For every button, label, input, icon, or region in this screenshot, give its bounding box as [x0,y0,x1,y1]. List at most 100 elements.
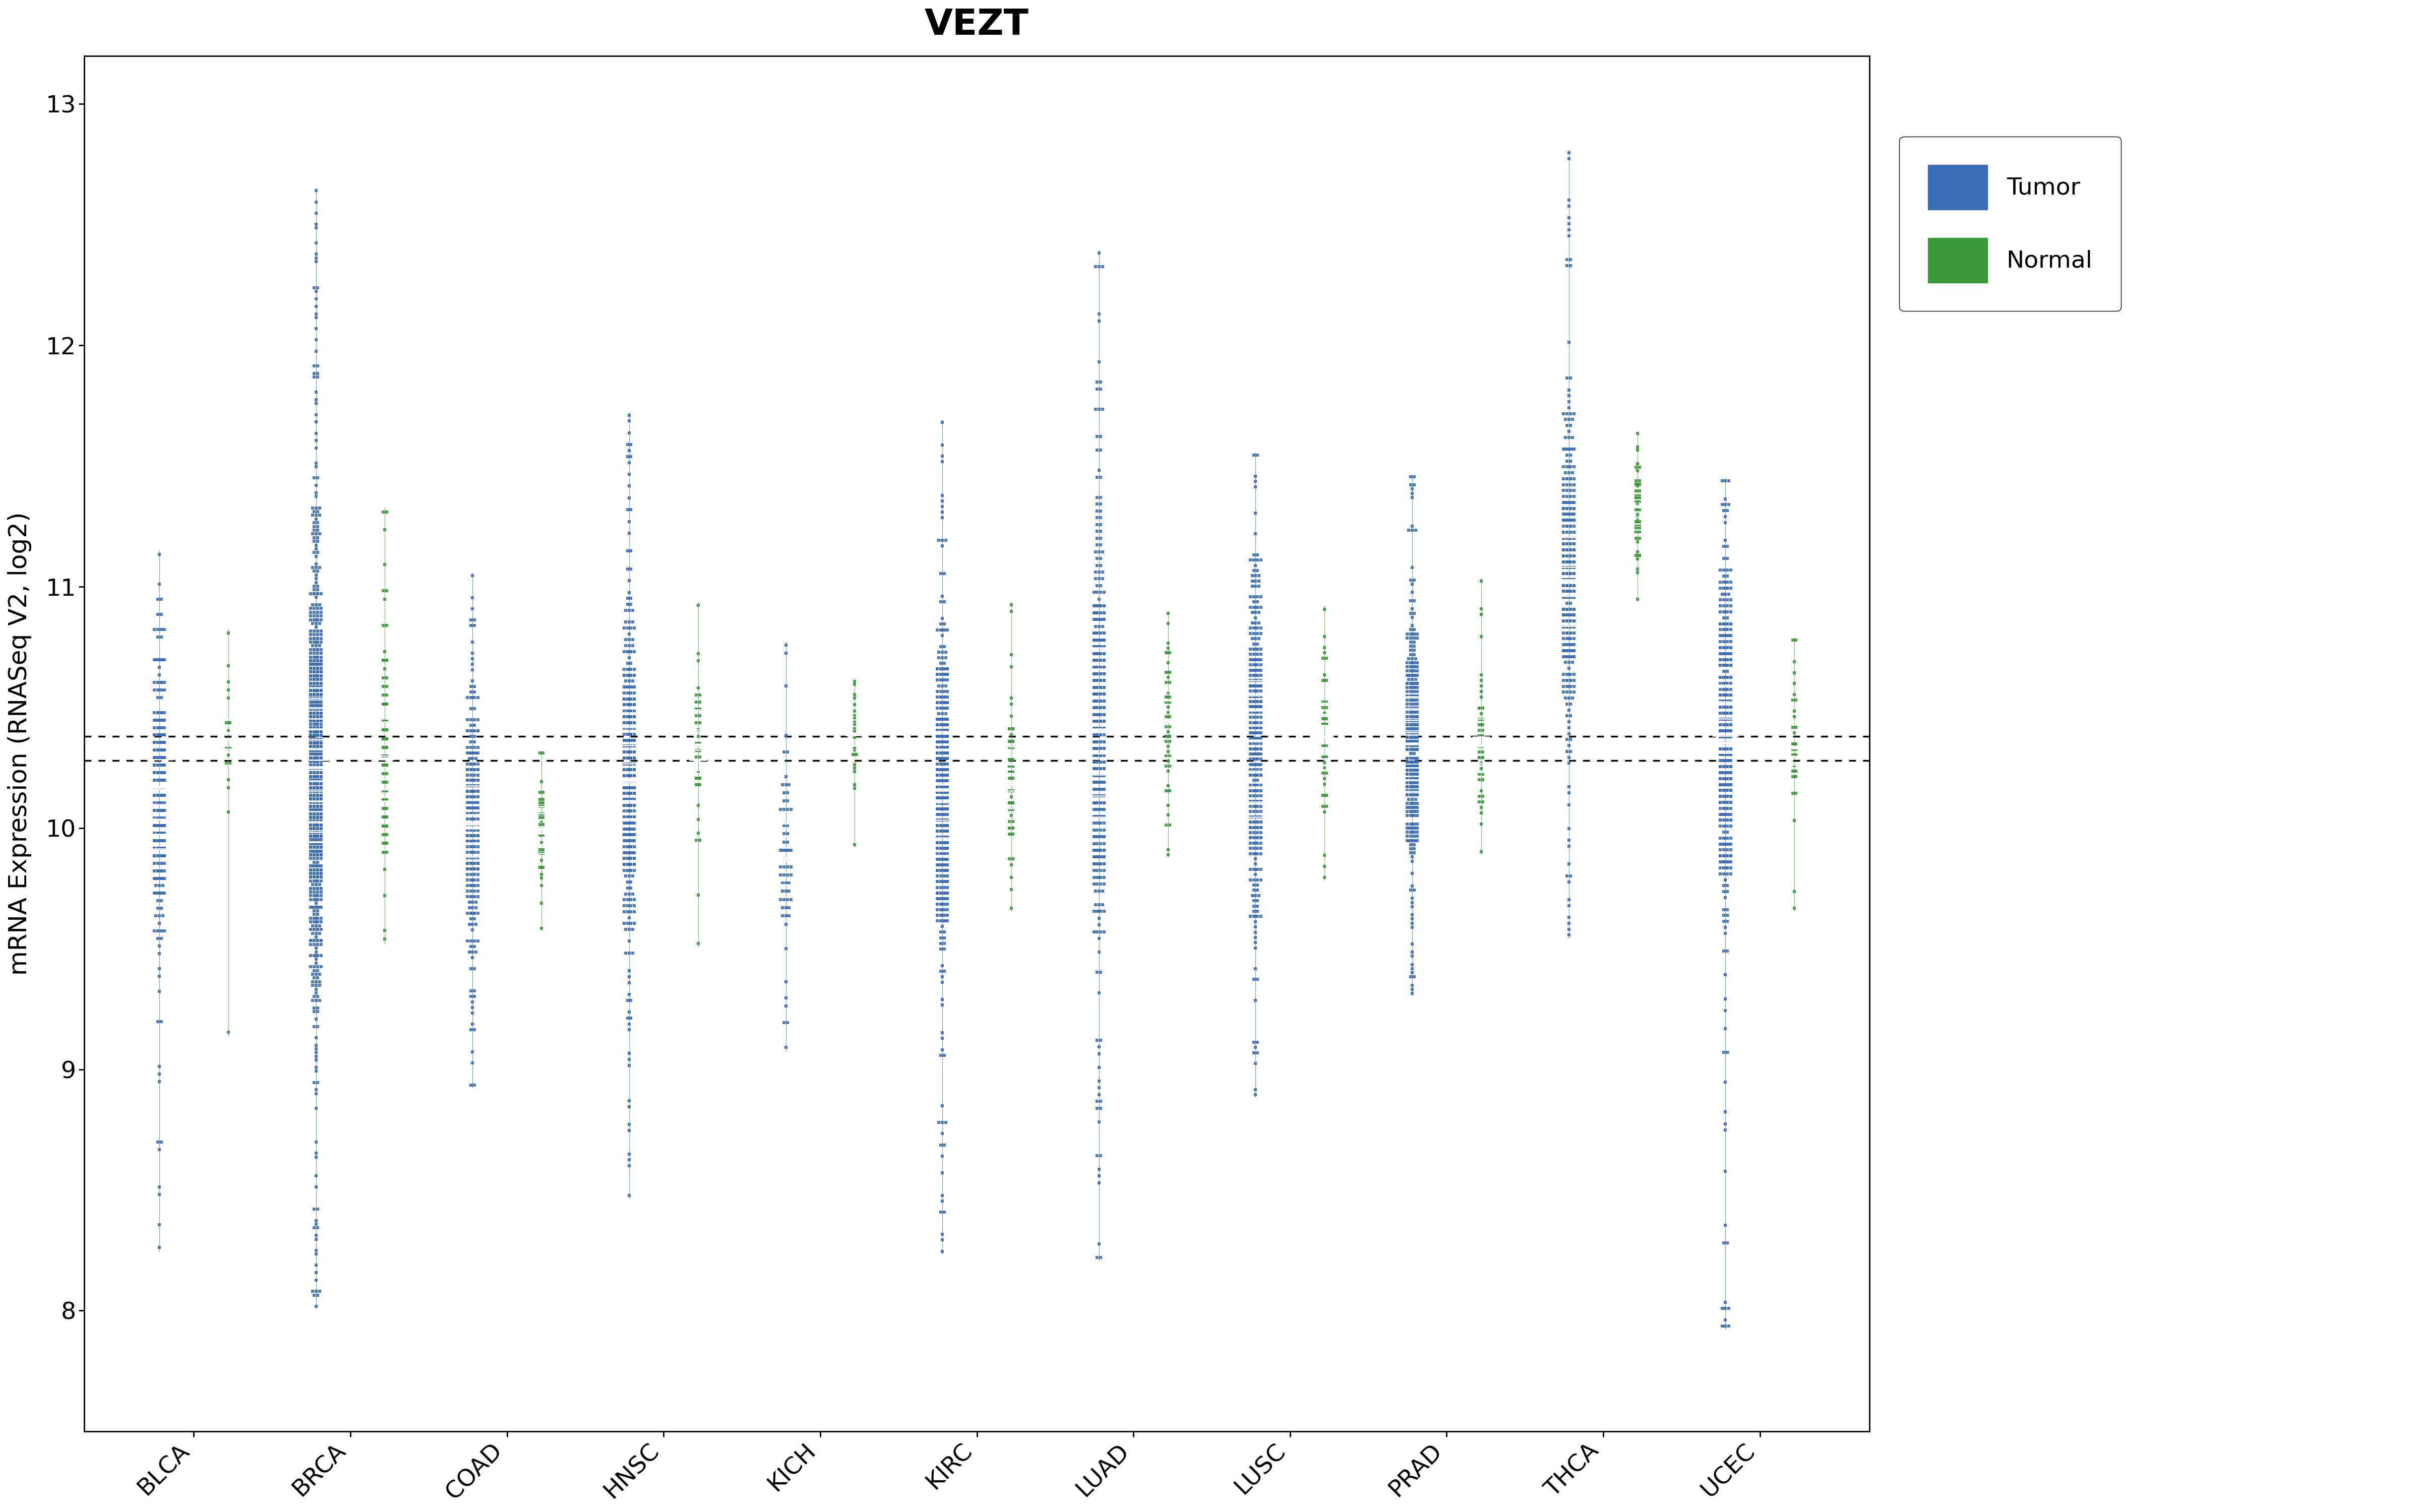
Point [302,877,341,901]
Point [448,812,486,836]
Point [1084,703,1123,727]
Point [448,868,486,892]
Point [929,780,968,804]
Point [607,989,646,1013]
Point [610,823,649,847]
Point [607,705,646,729]
Point [612,794,651,818]
Point [453,918,491,942]
Point [917,807,956,832]
Point [298,753,336,777]
Point [1709,665,1747,689]
Point [295,910,334,934]
Point [298,821,336,845]
Point [1549,187,1588,212]
Point [143,927,182,951]
Point [1074,783,1113,807]
Point [1232,764,1270,788]
Point [1234,826,1273,850]
Point [1544,579,1583,603]
Point [612,538,651,562]
Point [145,761,184,785]
Point [607,745,646,770]
Point [1709,570,1747,594]
Point [1711,718,1750,742]
Point [523,806,561,830]
Point [612,593,651,617]
Point [924,741,963,765]
Point [917,859,956,883]
Point [1544,455,1583,479]
Point [1396,816,1435,841]
Point [1387,692,1425,717]
Point [1399,733,1437,758]
Point [605,664,644,688]
Point [1554,526,1592,550]
Point [298,745,336,770]
Point [208,711,247,735]
Point [1709,641,1747,665]
Point [924,618,963,643]
Point [523,848,561,872]
Point [1150,641,1188,665]
Point [1554,402,1592,426]
Point [1084,627,1123,652]
Point [455,730,494,754]
Point [929,768,968,792]
Point [208,735,247,759]
Point [1239,747,1278,771]
Point [992,803,1031,827]
Point [929,807,968,832]
Point [138,813,177,838]
Point [1396,754,1435,779]
Point [1234,558,1273,582]
Point [1241,826,1280,850]
Point [302,827,341,851]
Point [1077,783,1116,807]
Point [290,801,329,826]
Point [363,735,402,759]
Point [1704,712,1742,736]
Point [1619,485,1658,510]
Point [605,823,644,847]
Point [605,739,644,764]
Point [295,682,334,706]
Point [302,720,341,744]
Point [1239,773,1278,797]
Point [1462,801,1500,826]
Point [448,835,486,859]
Point [363,735,402,759]
Point [1077,594,1116,618]
Point [929,618,968,643]
Point [1082,438,1120,463]
Point [1554,632,1592,656]
Point [1709,702,1747,726]
Point [300,611,339,635]
Point [1709,736,1747,761]
Point [1701,767,1740,791]
Point [1711,844,1750,868]
Point [455,812,494,836]
Point [917,797,956,821]
Point [615,658,653,682]
Point [1459,745,1498,770]
Point [143,723,182,747]
Point [610,473,649,497]
Point [924,724,963,748]
Point [615,804,653,829]
Point [1704,748,1742,773]
Point [298,898,336,922]
Point [300,674,339,699]
Point [917,662,956,686]
Point [1394,721,1433,745]
Point [1394,696,1433,720]
Point [612,758,651,782]
Point [1711,767,1750,791]
Point [1074,682,1113,706]
Point [917,691,956,715]
Point [1392,659,1430,683]
Point [1704,803,1742,827]
Point [767,838,806,862]
Point [1774,671,1813,696]
Point [1387,721,1425,745]
